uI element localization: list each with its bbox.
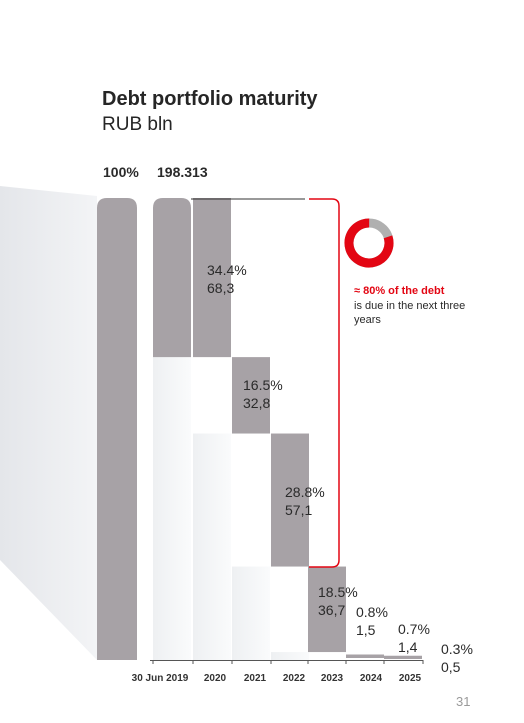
percent-label-2022: 28.8% xyxy=(285,484,325,500)
maturity-bar-2025 xyxy=(384,655,422,659)
percent-label-2023: 18.5% xyxy=(318,584,358,600)
chart-subtitle: RUB bln xyxy=(102,114,173,135)
maturity-bar-2024 xyxy=(346,654,384,658)
x-tick-label-1: 2020 xyxy=(204,673,227,684)
percent-label-extra: 0.3% xyxy=(441,641,473,657)
x-tick-label-0: 30 Jun 2019 xyxy=(132,673,189,684)
perspective-wedge xyxy=(0,186,97,660)
chart-title: Debt portfolio maturity xyxy=(102,88,318,110)
shadow-col-2022 xyxy=(271,652,309,660)
shadow-col-2021 xyxy=(232,566,270,660)
value-label-extra: 0,5 xyxy=(441,659,461,675)
maturity-bar-2020 xyxy=(193,198,231,358)
value-label-2023: 36,7 xyxy=(318,602,345,618)
three-year-bracket xyxy=(309,198,340,568)
value-label-2024: 1,5 xyxy=(356,622,376,638)
maturity-bar-2021 xyxy=(232,357,270,434)
x-tick-label-2: 2021 xyxy=(244,673,267,684)
x-tick-label-3: 2022 xyxy=(283,673,306,684)
note-headline: ≈ 80% of the debt xyxy=(354,285,445,297)
shadow-col-2019 xyxy=(153,357,191,660)
x-tick-label-4: 2023 xyxy=(321,673,344,684)
value-label-2020: 68,3 xyxy=(207,280,234,296)
percent-label-2021: 16.5% xyxy=(243,377,283,393)
shadow-col-2020 xyxy=(193,433,231,660)
maturity-bar-2023 xyxy=(308,566,346,653)
total-percent-bar xyxy=(97,198,137,660)
total-percent-label: 100% xyxy=(103,164,139,180)
value-label-2021: 32,8 xyxy=(243,395,270,411)
donut-share-segment xyxy=(344,218,394,268)
x-tick-label-5: 2024 xyxy=(360,673,383,684)
note-body: is due in the next three years xyxy=(354,300,466,326)
percent-label-2025: 0.7% xyxy=(398,621,430,637)
x-tick-label-6: 2025 xyxy=(399,673,422,684)
percent-label-2020: 34.4% xyxy=(207,262,247,278)
percent-label-2024: 0.8% xyxy=(356,604,388,620)
value-label-2025: 1,4 xyxy=(398,639,418,655)
maturity-bar-2022 xyxy=(271,433,309,567)
value-label-2022: 57,1 xyxy=(285,502,312,518)
total-value-label: 198.313 xyxy=(157,164,208,180)
page-number: 31 xyxy=(456,694,471,709)
